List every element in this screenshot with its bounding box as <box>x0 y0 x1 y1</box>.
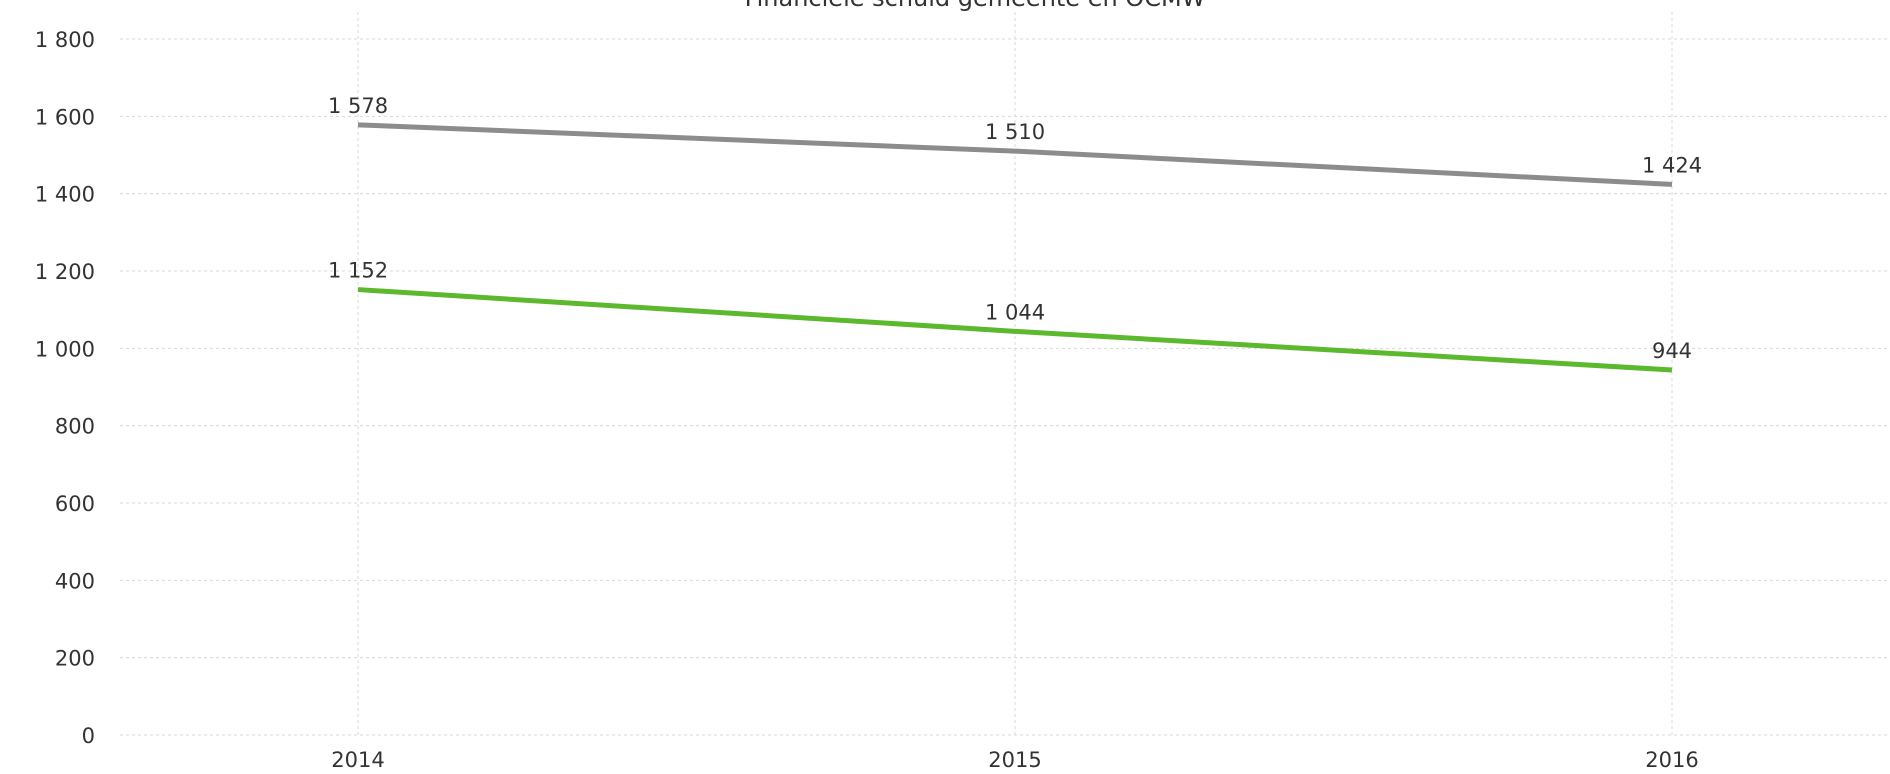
line <box>357 287 1673 373</box>
y-tick-label: 1 000 <box>35 337 95 361</box>
y-tick-label: 1 400 <box>35 183 95 207</box>
data-label: 1 152 <box>328 259 388 283</box>
y-tick-label: 1 200 <box>35 260 95 284</box>
data-label: 1 578 <box>328 94 388 118</box>
y-tick-label: 400 <box>55 569 95 593</box>
x-tick-label: 2015 <box>988 748 1041 772</box>
x-tick-label: 2014 <box>331 748 384 772</box>
line <box>357 122 1673 187</box>
y-tick-label: 200 <box>55 647 95 671</box>
chart-title: Financiële schuld gemeente en OCMW <box>745 0 1206 12</box>
y-tick-label: 800 <box>55 415 95 439</box>
y-tick-label: 0 <box>82 724 95 748</box>
y-tick-label: 1 600 <box>35 105 95 129</box>
data-label: 944 <box>1652 339 1692 363</box>
y-tick-label: 600 <box>55 492 95 516</box>
data-label: 1 044 <box>985 300 1045 324</box>
y-tick-label: 1 800 <box>35 28 95 52</box>
data-label: 1 510 <box>985 120 1045 144</box>
x-tick-label: 2016 <box>1645 748 1698 772</box>
data-label: 1 424 <box>1642 153 1702 177</box>
